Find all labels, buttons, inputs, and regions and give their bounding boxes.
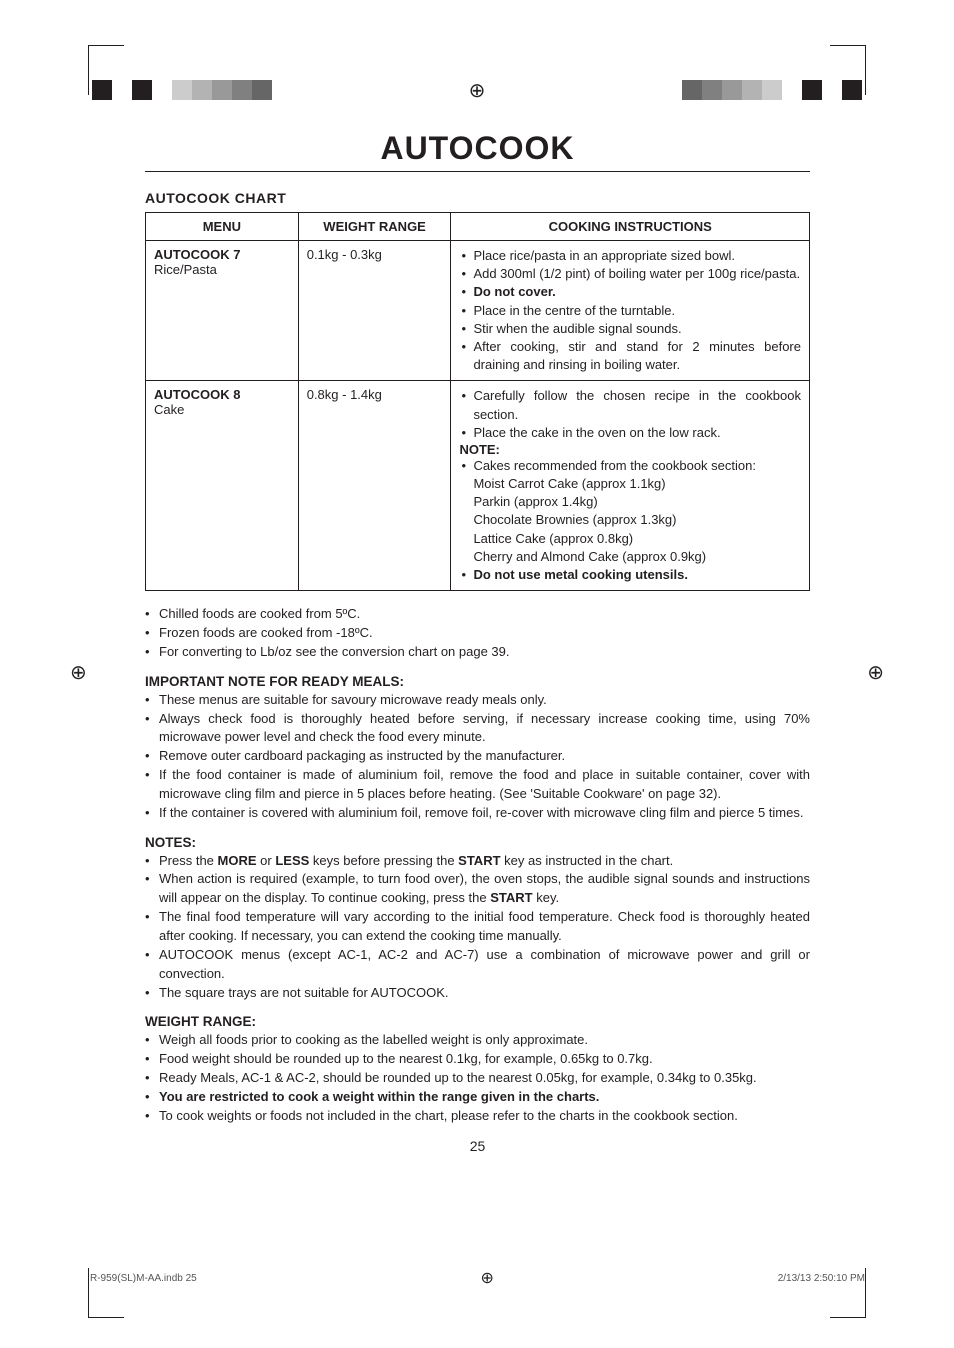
chart-heading: AUTOCOOK CHART bbox=[145, 190, 810, 206]
crop-block bbox=[192, 80, 212, 100]
crop-block bbox=[702, 80, 722, 100]
ready-meals-list: These menus are suitable for savoury mic… bbox=[145, 691, 810, 823]
list-item: Remove outer cardboard packaging as inst… bbox=[145, 747, 810, 766]
notes-list: Press the MORE or LESS keys before press… bbox=[145, 852, 810, 1003]
registration-mark-right: ⊕ bbox=[867, 660, 884, 685]
crop-marks-top: ⊕ bbox=[92, 70, 862, 110]
list-item: The final food temperature will vary acc… bbox=[145, 908, 810, 946]
pre-notes-list: Chilled foods are cooked from 5ºC.Frozen… bbox=[145, 605, 810, 662]
crop-block bbox=[132, 80, 152, 100]
footer-left: R-959(SL)M-AA.indb 25 bbox=[90, 1273, 197, 1284]
instruction-item: Place the cake in the oven on the low ra… bbox=[459, 424, 801, 442]
list-item: Ready Meals, AC-1 & AC-2, should be roun… bbox=[145, 1069, 810, 1088]
crop-block bbox=[272, 80, 292, 100]
th-instructions: COOKING INSTRUCTIONS bbox=[451, 213, 810, 241]
crop-block bbox=[742, 80, 762, 100]
instruction-item: After cooking, stir and stand for 2 minu… bbox=[459, 338, 801, 374]
page-title: AUTOCOOK bbox=[145, 130, 810, 172]
cell-menu: AUTOCOOK 7Rice/Pasta bbox=[146, 241, 299, 381]
crop-block bbox=[112, 80, 132, 100]
instruction-item: Add 300ml (1/2 pint) of boiling water pe… bbox=[459, 265, 801, 283]
list-item: Food weight should be rounded up to the … bbox=[145, 1050, 810, 1069]
crop-block bbox=[822, 80, 842, 100]
registration-mark-top: ⊕ bbox=[469, 78, 486, 103]
cell-menu: AUTOCOOK 8Cake bbox=[146, 381, 299, 591]
cell-instructions: Place rice/pasta in an appropriate sized… bbox=[451, 241, 810, 381]
list-item: Press the MORE or LESS keys before press… bbox=[145, 852, 810, 871]
registration-mark-bottom: ⊕ bbox=[481, 1268, 494, 1288]
ready-meals-heading: IMPORTANT NOTE FOR READY MEALS: bbox=[145, 674, 810, 689]
th-weight: WEIGHT RANGE bbox=[298, 213, 451, 241]
crop-block bbox=[682, 80, 702, 100]
crop-bar-left bbox=[92, 80, 292, 100]
list-item: To cook weights or foods not included in… bbox=[145, 1107, 810, 1126]
crop-bar-right bbox=[662, 80, 862, 100]
page-number: 25 bbox=[145, 1138, 810, 1154]
crop-block bbox=[152, 80, 172, 100]
list-item: Weigh all foods prior to cooking as the … bbox=[145, 1031, 810, 1050]
weight-heading: WEIGHT RANGE: bbox=[145, 1014, 810, 1029]
instruction-item: Cakes recommended from the cookbook sect… bbox=[459, 457, 801, 566]
list-item: The square trays are not suitable for AU… bbox=[145, 984, 810, 1003]
footer: R-959(SL)M-AA.indb 25 ⊕ 2/13/13 2:50:10 … bbox=[90, 1268, 865, 1288]
cell-weight: 0.1kg - 0.3kg bbox=[298, 241, 451, 381]
cell-instructions: Carefully follow the chosen recipe in th… bbox=[451, 381, 810, 591]
autocook-table: MENU WEIGHT RANGE COOKING INSTRUCTIONS A… bbox=[145, 212, 810, 591]
table-header-row: MENU WEIGHT RANGE COOKING INSTRUCTIONS bbox=[146, 213, 810, 241]
registration-mark-left: ⊕ bbox=[70, 660, 87, 685]
crop-block bbox=[232, 80, 252, 100]
crop-block bbox=[762, 80, 782, 100]
crop-block bbox=[722, 80, 742, 100]
list-item: Frozen foods are cooked from -18ºC. bbox=[145, 624, 810, 643]
list-item: Chilled foods are cooked from 5ºC. bbox=[145, 605, 810, 624]
cell-weight: 0.8kg - 1.4kg bbox=[298, 381, 451, 591]
notes-heading: NOTES: bbox=[145, 835, 810, 850]
crop-block bbox=[252, 80, 272, 100]
list-item: You are restricted to cook a weight with… bbox=[145, 1088, 810, 1107]
note-label: NOTE: bbox=[459, 442, 801, 457]
list-item: If the food container is made of alumini… bbox=[145, 766, 810, 804]
list-item: When action is required (example, to tur… bbox=[145, 870, 810, 908]
instruction-item: Place rice/pasta in an appropriate sized… bbox=[459, 247, 801, 265]
crop-block bbox=[92, 80, 112, 100]
page-content: AUTOCOOK AUTOCOOK CHART MENU WEIGHT RANG… bbox=[145, 130, 810, 1154]
weight-list: Weigh all foods prior to cooking as the … bbox=[145, 1031, 810, 1125]
crop-block bbox=[842, 80, 862, 100]
crop-block bbox=[782, 80, 802, 100]
list-item: If the container is covered with alumini… bbox=[145, 804, 810, 823]
instruction-item: Do not use metal cooking utensils. bbox=[459, 566, 801, 584]
table-row: AUTOCOOK 8Cake0.8kg - 1.4kgCarefully fol… bbox=[146, 381, 810, 591]
crop-block bbox=[212, 80, 232, 100]
table-row: AUTOCOOK 7Rice/Pasta0.1kg - 0.3kg Place r… bbox=[146, 241, 810, 381]
instruction-item: Carefully follow the chosen recipe in th… bbox=[459, 387, 801, 423]
crop-block bbox=[172, 80, 192, 100]
list-item: AUTOCOOK menus (except AC-1, AC-2 and AC… bbox=[145, 946, 810, 984]
crop-block bbox=[662, 80, 682, 100]
list-item: For converting to Lb/oz see the conversi… bbox=[145, 643, 810, 662]
list-item: These menus are suitable for savoury mic… bbox=[145, 691, 810, 710]
instruction-item: Place in the centre of the turntable. bbox=[459, 302, 801, 320]
list-item: Always check food is thoroughly heated b… bbox=[145, 710, 810, 748]
instruction-item: Stir when the audible signal sounds. bbox=[459, 320, 801, 338]
th-menu: MENU bbox=[146, 213, 299, 241]
crop-block bbox=[802, 80, 822, 100]
footer-right: 2/13/13 2:50:10 PM bbox=[778, 1273, 865, 1284]
instruction-item: Do not cover. bbox=[459, 283, 801, 301]
